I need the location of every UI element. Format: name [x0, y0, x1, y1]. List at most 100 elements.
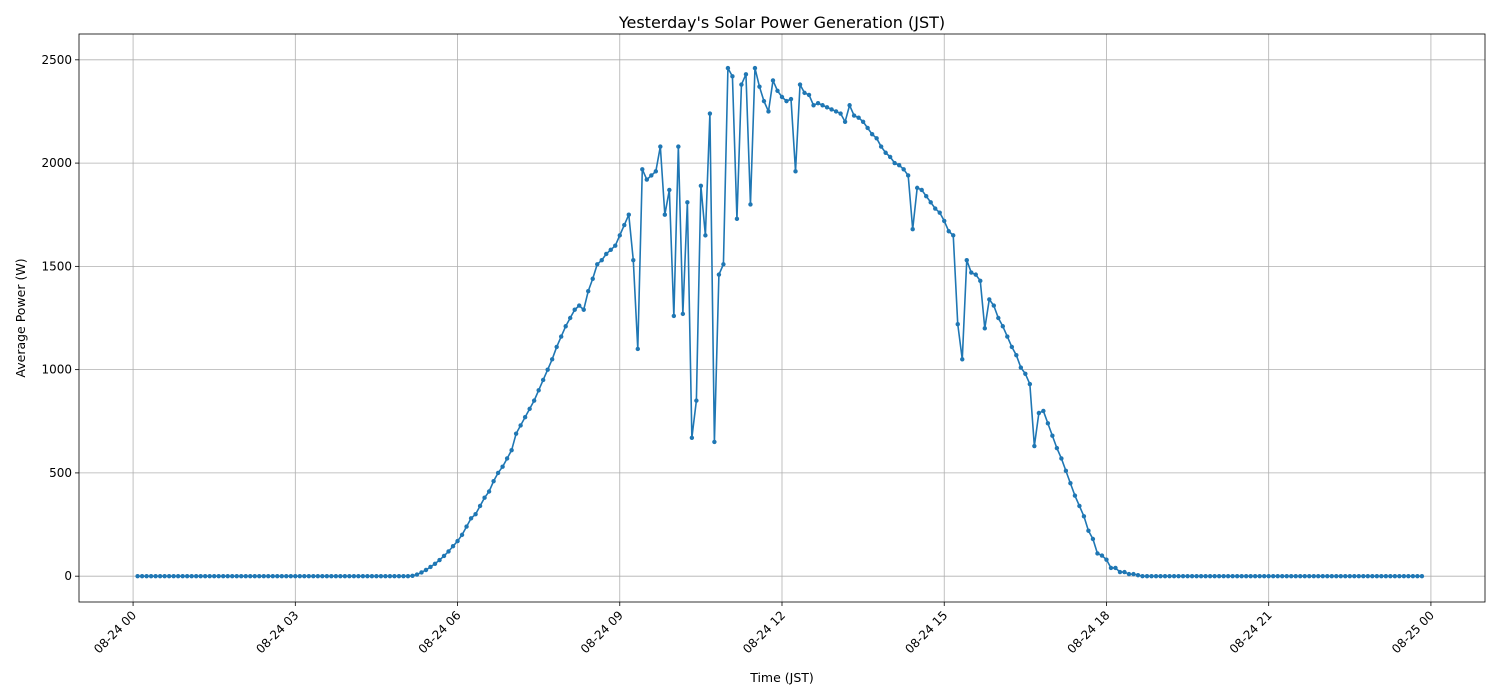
data-point [734, 216, 740, 222]
data-point [540, 377, 546, 383]
data-point [1167, 573, 1172, 579]
data-point [1406, 573, 1411, 579]
data-point [689, 435, 695, 440]
data-point [171, 573, 176, 579]
data-point [243, 573, 248, 579]
data-point [1095, 551, 1100, 556]
data-point [1203, 573, 1208, 579]
data-point [568, 315, 573, 321]
data-point [315, 573, 321, 579]
data-point [653, 169, 659, 174]
data-point [1194, 573, 1199, 579]
data-point [1032, 443, 1037, 449]
data-point [703, 233, 708, 238]
y-axis-title: Average Power (W) [13, 258, 28, 377]
data-point [806, 92, 812, 98]
data-point [437, 557, 442, 563]
data-point [1108, 565, 1114, 571]
data-point [928, 200, 933, 205]
data-point [513, 431, 519, 436]
data-point [572, 307, 577, 312]
data-point [189, 573, 194, 579]
data-point [414, 572, 420, 577]
data-point [261, 573, 266, 579]
data-point [1036, 410, 1042, 416]
data-point [1230, 573, 1235, 579]
data-point [1379, 573, 1384, 579]
y-tick-label: 500 [49, 466, 72, 480]
data-point [365, 573, 370, 579]
chart-title: Yesterday's Solar Power Generation (JST) [618, 13, 945, 32]
y-tick-label: 1500 [41, 259, 72, 273]
data-point [1289, 573, 1294, 579]
data-point [752, 65, 758, 71]
data-point [631, 257, 636, 263]
data-point [1104, 557, 1109, 562]
data-point [770, 78, 776, 83]
data-point [676, 144, 681, 149]
data-point [1014, 352, 1019, 358]
data-point [153, 573, 158, 579]
data-point [545, 367, 550, 372]
data-point [1284, 573, 1289, 579]
data-point [1144, 573, 1150, 579]
data-point [342, 573, 348, 579]
data-point [135, 573, 140, 579]
data-point [1158, 573, 1163, 579]
data-point [1234, 573, 1240, 579]
data-point [712, 439, 717, 445]
data-point [658, 144, 663, 149]
data-point [1225, 573, 1231, 579]
data-point [766, 109, 771, 114]
data-point [288, 573, 293, 579]
data-point [964, 257, 969, 263]
data-point [455, 538, 460, 544]
data-point [838, 111, 843, 116]
data-point [1419, 573, 1425, 579]
data-point [1185, 573, 1190, 579]
data-point [924, 193, 929, 199]
data-point [1239, 573, 1244, 579]
data-point [1298, 573, 1303, 579]
data-point [193, 573, 199, 579]
data-point [423, 567, 429, 573]
data-point [1212, 573, 1217, 579]
data-point [635, 346, 640, 352]
data-point [1099, 553, 1105, 558]
data-point [1117, 569, 1123, 575]
data-point [1162, 573, 1168, 579]
data-point [815, 100, 821, 106]
data-point [202, 573, 208, 579]
data-point [1045, 421, 1051, 426]
data-point [581, 307, 586, 312]
data-point [401, 573, 406, 579]
data-point [518, 423, 523, 428]
data-point [378, 573, 384, 579]
data-point [1009, 344, 1015, 350]
data-point [640, 167, 645, 172]
data-point [464, 524, 469, 529]
data-point [730, 74, 735, 79]
data-point [162, 573, 167, 579]
data-point [1320, 573, 1325, 579]
data-point [865, 125, 870, 131]
y-axis-ticks: 0 500 1000 1500 2000 2500 [41, 53, 79, 583]
data-point [419, 570, 424, 575]
data-point [486, 489, 492, 494]
data-point [626, 212, 631, 217]
data-point [860, 119, 866, 124]
data-point [1370, 573, 1375, 579]
data-point [1216, 573, 1222, 579]
data-point [441, 553, 447, 559]
data-point [775, 88, 780, 94]
data-point [184, 573, 190, 579]
data-point [617, 233, 622, 238]
data-point [901, 167, 906, 172]
data-point [500, 464, 505, 469]
data-point [622, 222, 627, 228]
data-point [563, 324, 568, 329]
data-point [459, 532, 465, 538]
data-point [450, 544, 456, 549]
data-point [1397, 573, 1402, 579]
